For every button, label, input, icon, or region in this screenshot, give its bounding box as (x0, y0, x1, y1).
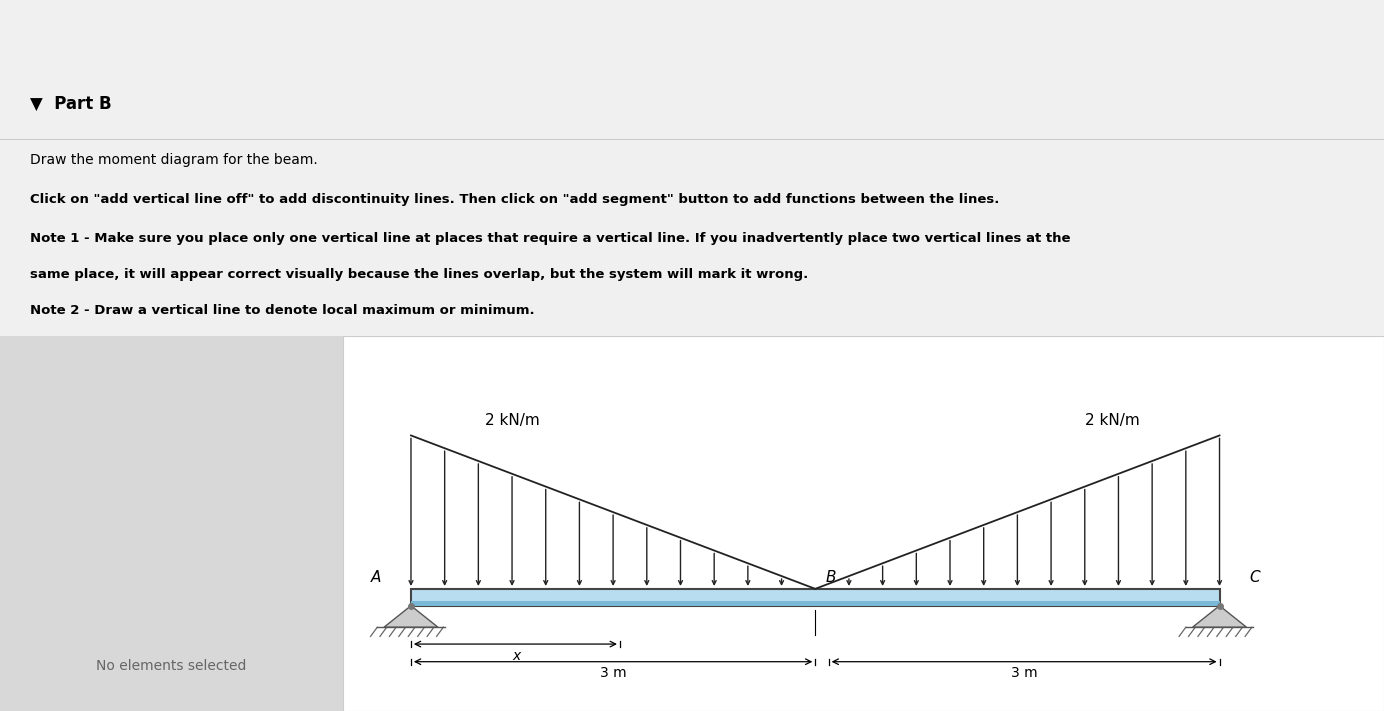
Text: ▼  Part B: ▼ Part B (30, 95, 112, 113)
Text: ✕: ✕ (140, 392, 151, 405)
Circle shape (58, 397, 136, 400)
Text: Note 1 - Make sure you place only one vertical line at places that require a ver: Note 1 - Make sure you place only one ve… (30, 232, 1071, 245)
Text: 2 kN/m: 2 kN/m (1085, 413, 1139, 428)
Text: ☀: ☀ (1111, 392, 1125, 406)
Text: No elements selected: No elements selected (97, 659, 246, 673)
Text: ↺: ↺ (1236, 392, 1247, 406)
Bar (343, 336, 1384, 711)
Text: 2 kN/m: 2 kN/m (484, 413, 540, 428)
Bar (411, 601, 1219, 606)
Polygon shape (383, 606, 437, 627)
Text: curve is not mathematically equivalent to the correct answer. Consequently, slop: curve is not mathematically equivalent t… (30, 370, 1041, 383)
Text: 3 m: 3 m (1010, 666, 1038, 680)
Text: C: C (1250, 570, 1259, 585)
Text: A: A (371, 570, 382, 585)
Text: x: x (512, 648, 520, 663)
Text: B: B (826, 570, 836, 585)
Circle shape (1124, 397, 1201, 400)
Polygon shape (1193, 606, 1247, 627)
Circle shape (1243, 397, 1320, 400)
Bar (411, 589, 1219, 606)
Text: same place, it will appear correct visually because the lines overlap, but the s: same place, it will appear correct visua… (30, 268, 808, 281)
Text: -4: -4 (35, 392, 48, 405)
Text: Note 3 - The curve you choose from the drop-down is only a pictorial representat: Note 3 - The curve you choose from the d… (30, 337, 1059, 351)
Text: ∨: ∨ (1196, 392, 1207, 406)
Text: ?: ? (1277, 392, 1286, 406)
Circle shape (0, 397, 83, 400)
Text: Click on "add vertical line off" to add discontinuity lines. Then click on "add : Click on "add vertical line off" to add … (30, 193, 999, 206)
Text: 3 m: 3 m (599, 666, 627, 680)
Text: +: + (90, 390, 104, 408)
Circle shape (1203, 397, 1280, 400)
Text: i: i (1160, 392, 1165, 406)
Text: Note 2 - Draw a vertical line to denote local maximum or minimum.: Note 2 - Draw a vertical line to denote … (30, 304, 536, 317)
Text: Draw the moment diagram for the beam.: Draw the moment diagram for the beam. (30, 153, 318, 167)
Circle shape (109, 397, 181, 400)
Bar (0, 336, 343, 711)
Text: any) are not accurate.: any) are not accurate. (30, 404, 197, 417)
Circle shape (1163, 397, 1240, 400)
Circle shape (1080, 397, 1157, 400)
